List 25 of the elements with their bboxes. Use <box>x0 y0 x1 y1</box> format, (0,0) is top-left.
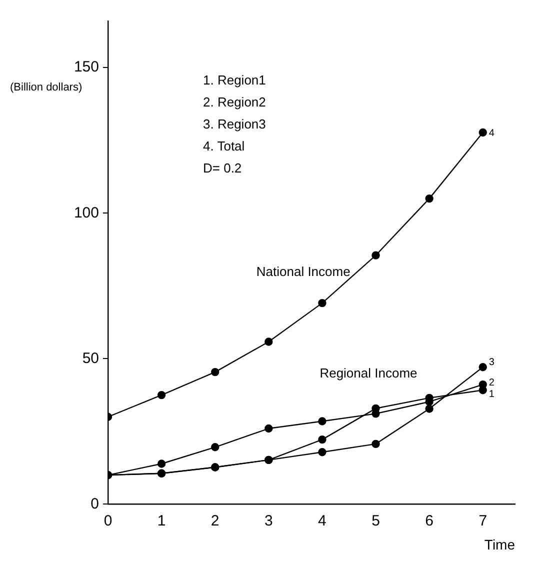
x-tick-label: 0 <box>104 512 112 530</box>
series-label: 4 <box>488 128 495 140</box>
y-tick-label: 100 <box>74 204 99 222</box>
x-tick-label: 6 <box>425 512 434 530</box>
series-label: 2 <box>488 377 495 388</box>
x-axis-title: Time <box>484 536 516 552</box>
annotation: 2. Region2 <box>203 94 266 110</box>
annotation: Regional Income <box>320 365 418 380</box>
annotation: 3. Region3 <box>203 116 266 132</box>
x-tick-label: 4 <box>318 512 326 530</box>
annotation: D= 0.2 <box>203 160 242 176</box>
x-tick-label: 5 <box>372 512 380 530</box>
x-tick-label: 7 <box>478 512 488 530</box>
x-tick-label: 1 <box>157 512 166 530</box>
x-tick-label: 3 <box>264 512 273 530</box>
series-label: 3 <box>488 356 495 368</box>
annotation: 4. Total <box>203 138 245 154</box>
y-axis-title: (Billion dollars) <box>10 82 82 94</box>
y-tick-label: 150 <box>74 58 99 76</box>
x-tick-label: 2 <box>210 512 220 530</box>
y-tick-label: 50 <box>82 350 99 367</box>
annotation: National Income <box>256 264 350 279</box>
annotation: 1. Region1 <box>203 72 266 88</box>
series-label: 1 <box>488 388 495 400</box>
y-tick-label: 0 <box>90 495 99 512</box>
